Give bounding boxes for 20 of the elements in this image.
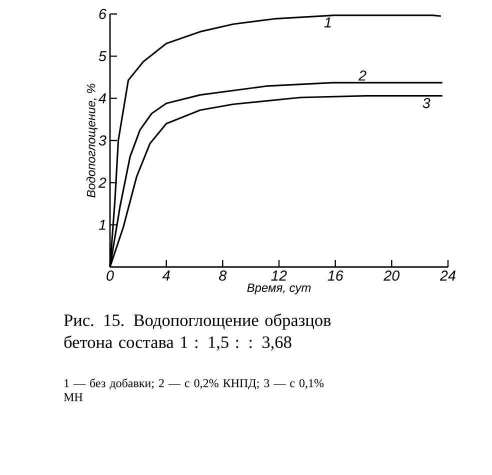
y-tick-label: 4 [98, 93, 106, 104]
x-tick-label: 20 [384, 270, 400, 281]
series-label: 2 [358, 70, 366, 81]
text: 1 — без добавки; 2 — с 0,2% КНПД; 3 — с 0,1% МН [64, 378, 324, 402]
y-tick-label: 3 [98, 135, 106, 146]
x-tick-label: 24 [440, 270, 456, 281]
x-tick-label: 8 [219, 270, 227, 281]
text: Рис. 15. Водопоглощение образцов бетона состава 1 : 1,5 : : 3,68 [64, 314, 331, 351]
x-axis-title: Время, сут [247, 284, 311, 294]
y-tick-label: 1 [98, 220, 106, 230]
x-tick-label: 0 [106, 270, 114, 281]
series-label: 3 [422, 98, 430, 108]
x-tick-label: 16 [328, 270, 344, 281]
y-tick-label: 6 [99, 8, 106, 20]
series-label: 1 [324, 17, 331, 28]
y-tick-label: 5 [98, 51, 107, 62]
y-tick-label: 2 [98, 178, 106, 188]
x-tick-label: 4 [162, 270, 170, 280]
y-axis-title: Водопоглощение, % [86, 84, 98, 198]
x-tick-label: 12 [271, 270, 287, 281]
